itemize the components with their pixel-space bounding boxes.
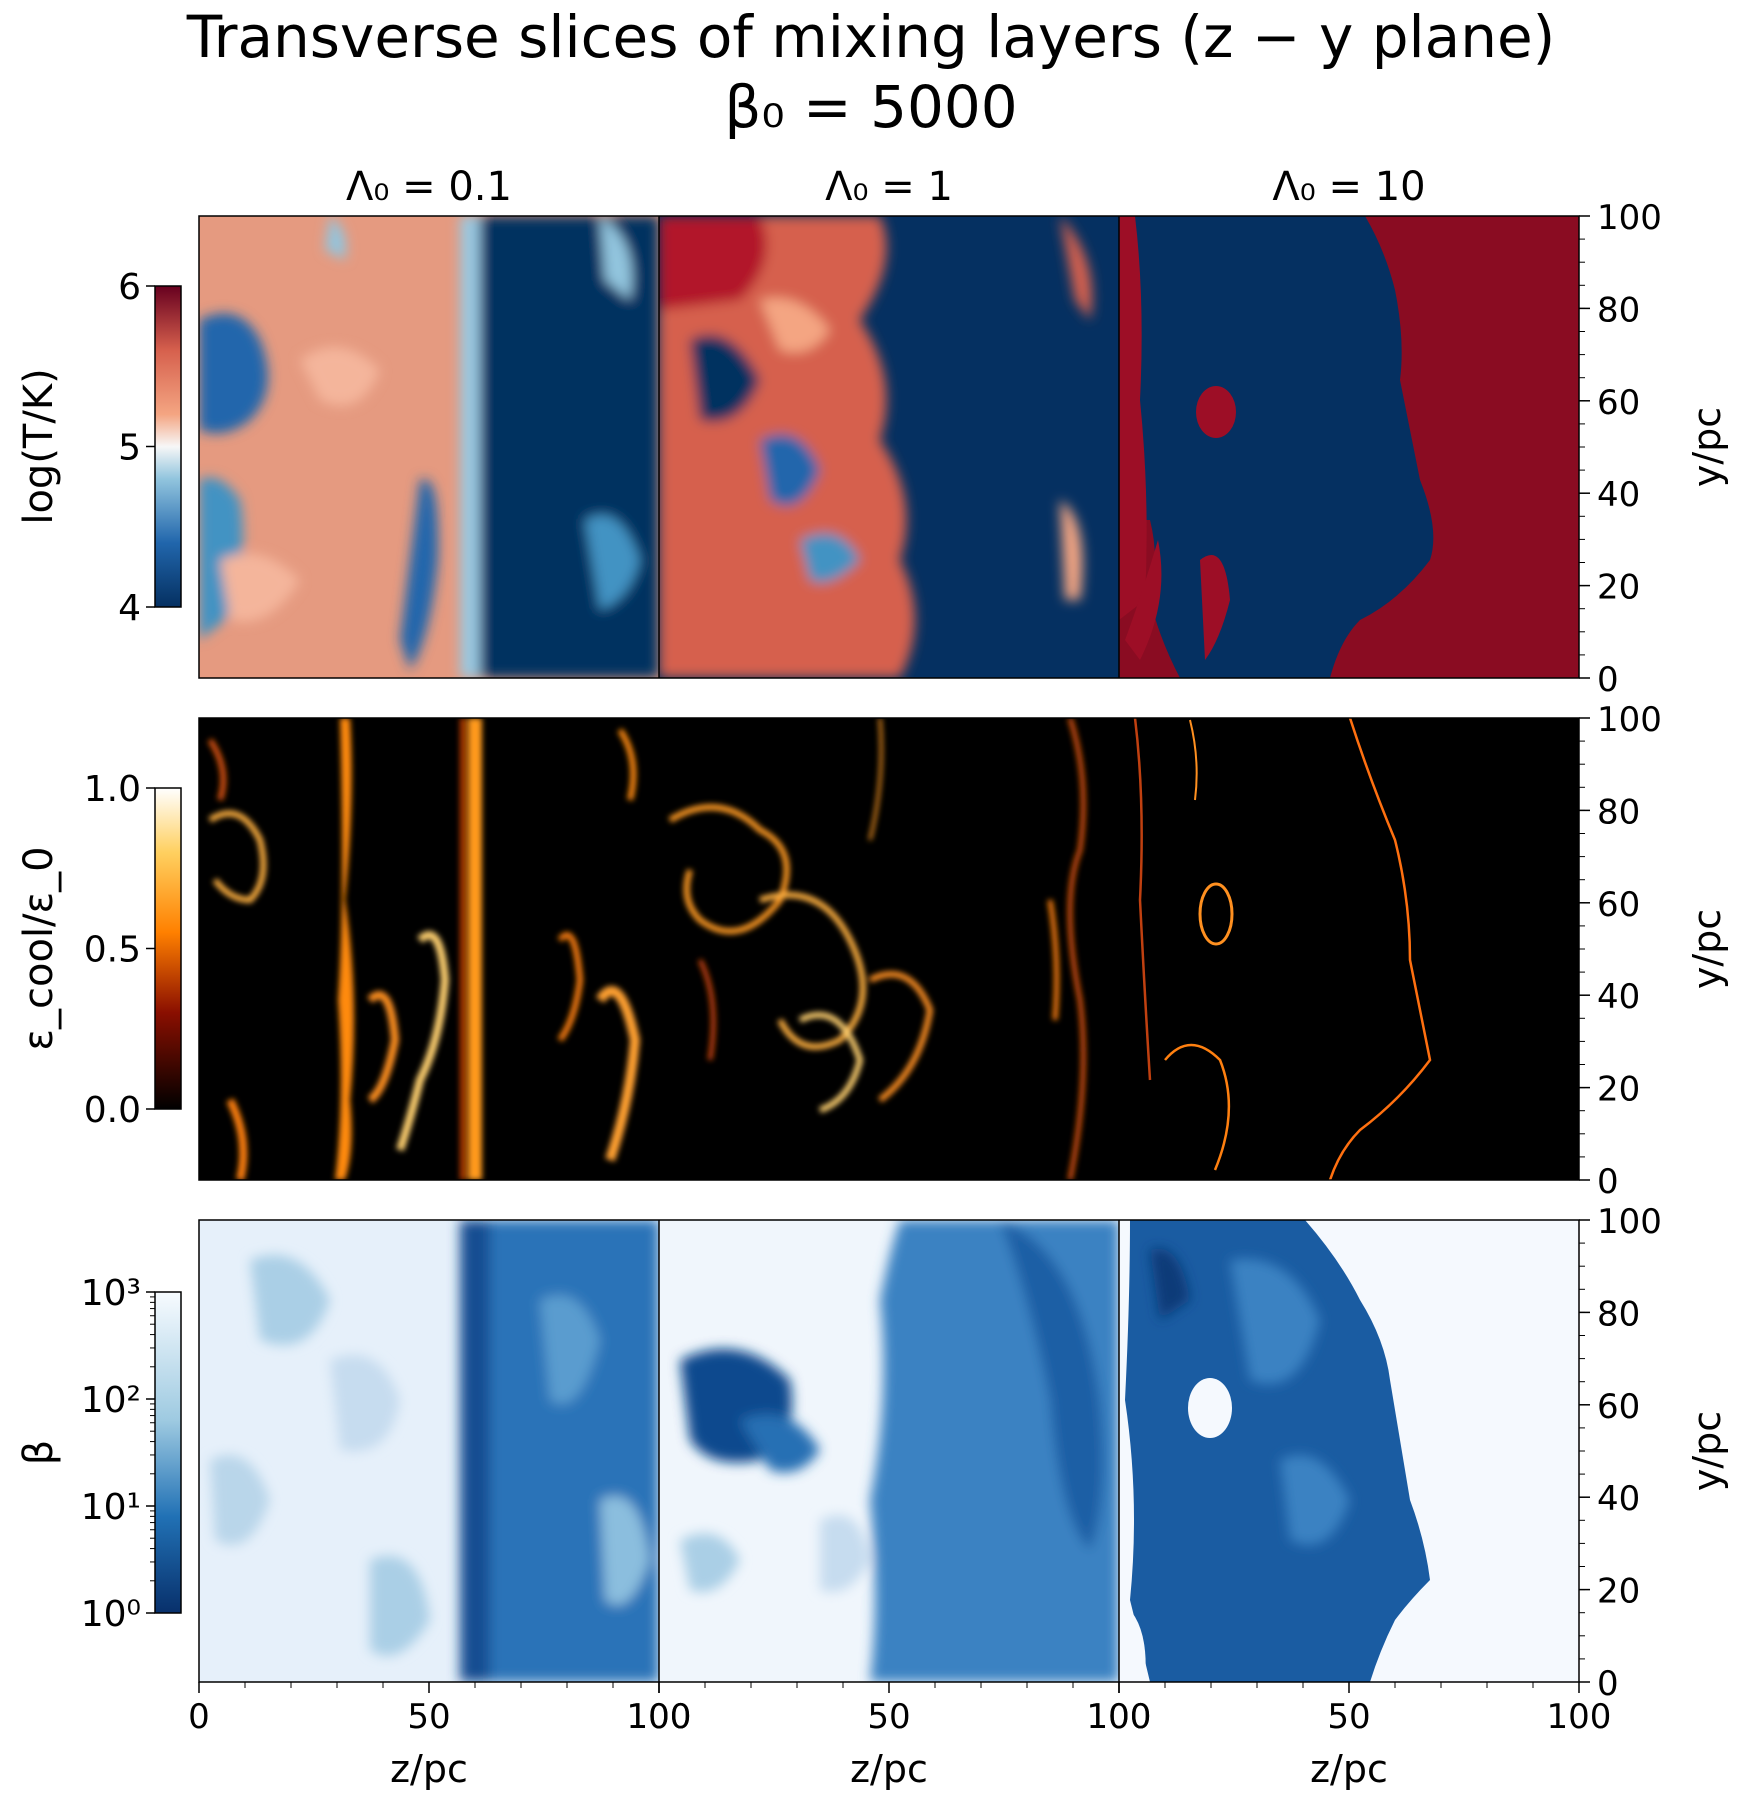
y-tick-label: 20	[1597, 568, 1640, 608]
y-tick-label: 40	[1597, 977, 1640, 1017]
heatmap-temperature-lambda-10	[1119, 216, 1579, 678]
axes-layer: Λ₀ = 0.1 Λ₀ = 1 Λ₀ = 10020406080100y/pc020…	[16, 164, 1729, 1791]
figure-subtitle: β₀ = 5000	[724, 73, 1018, 141]
y-tick-label: 60	[1597, 1387, 1640, 1427]
x-tick-label: 100	[1547, 1697, 1612, 1737]
heatmap-temperature-lambda-0.1	[199, 216, 659, 678]
colorbar-cooling	[154, 787, 182, 1110]
x-tick-label: 100	[1087, 1697, 1152, 1737]
y-tick-label: 60	[1597, 885, 1640, 925]
x-tick-label: 0	[188, 1697, 210, 1737]
colorbar-tick-label: 0.0	[84, 1090, 141, 1131]
y-tick-label: 20	[1597, 1572, 1640, 1612]
x-axis-label: z/pc	[390, 1747, 468, 1791]
colorbar-tick-label: 5	[118, 428, 141, 469]
colorbar-temperature	[154, 285, 182, 608]
y-tick-label: 0	[1597, 1162, 1619, 1202]
x-tick-label: 100	[627, 1697, 692, 1737]
y-axis-label: y/pc	[1685, 1411, 1729, 1491]
x-axis-label: z/pc	[1310, 1747, 1388, 1791]
colorbar-tick-label: 10⁰	[81, 1594, 141, 1635]
x-tick-label: 50	[1327, 1697, 1370, 1737]
heatmap-cooling-lambda-0.1	[199, 718, 659, 1180]
colorbar-label: β	[16, 1440, 62, 1466]
heatmap-beta-lambda-1	[659, 1220, 1119, 1682]
figure-title: Transverse slices of mixing layers (z − …	[186, 3, 1556, 71]
y-tick-label: 100	[1597, 198, 1662, 238]
heatmap-temperature-lambda-1	[659, 216, 1119, 678]
y-tick-label: 20	[1597, 1070, 1640, 1110]
y-tick-label: 0	[1597, 1664, 1619, 1704]
y-tick-label: 80	[1597, 1294, 1640, 1334]
colorbar-tick-label: 10³	[81, 1273, 141, 1314]
colorbar-tick-label: 6	[118, 267, 141, 308]
y-axis-label: y/pc	[1685, 407, 1729, 487]
colorbar-label: ε_cool/ε_0	[16, 846, 62, 1050]
y-axis-label: y/pc	[1685, 909, 1729, 989]
x-tick-label: 100	[627, 1697, 692, 1737]
y-tick-label: 40	[1597, 1479, 1640, 1519]
column-title: Λ₀ = 0.1	[346, 164, 512, 210]
y-tick-label: 80	[1597, 290, 1640, 330]
colorbar-tick-label: 4	[118, 588, 141, 629]
y-tick-label: 0	[1597, 660, 1619, 700]
y-tick-label: 100	[1597, 700, 1662, 740]
column-title: Λ₀ = 10	[1272, 164, 1425, 210]
y-tick-label: 40	[1597, 475, 1640, 515]
heatmap-cooling-lambda-10	[1119, 718, 1579, 1180]
y-tick-label: 80	[1597, 792, 1640, 832]
column-title: Λ₀ = 1	[825, 164, 953, 210]
y-tick-label: 60	[1597, 383, 1640, 423]
x-tick-label: 100	[1087, 1697, 1152, 1737]
heatmap-beta-lambda-0.1	[199, 1220, 659, 1682]
x-tick-label: 50	[867, 1697, 910, 1737]
x-axis-label: z/pc	[850, 1747, 928, 1791]
y-tick-label: 100	[1597, 1202, 1662, 1242]
colorbar-label: log(T/K)	[16, 368, 62, 524]
colorbar-tick-label: 10²	[81, 1380, 141, 1421]
colorbar-tick-label: 0.5	[84, 930, 141, 971]
x-tick-label: 50	[407, 1697, 450, 1737]
colorbar-tick-label: 10¹	[81, 1487, 141, 1528]
heatmap-beta-lambda-10	[1119, 1220, 1579, 1682]
colorbar-tick-label: 1.0	[84, 769, 141, 810]
colorbar-beta	[154, 1291, 182, 1614]
heatmap-cooling-lambda-1	[659, 718, 1119, 1180]
